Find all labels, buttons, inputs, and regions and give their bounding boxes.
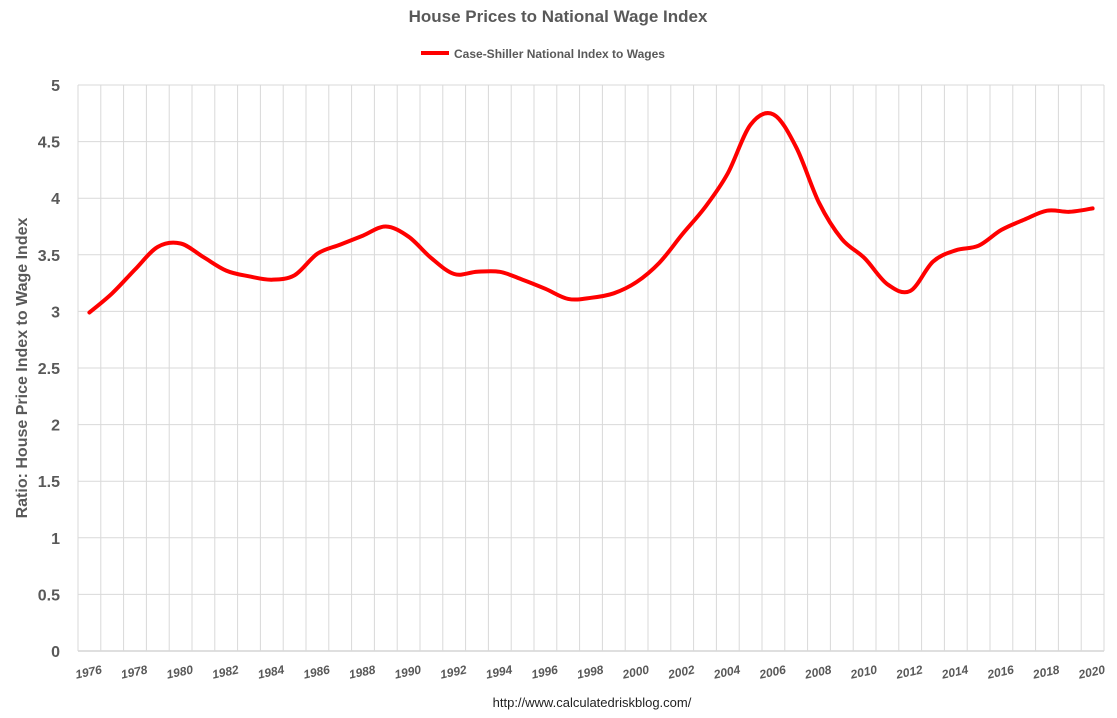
x-tick-label: 1982 [211, 662, 240, 681]
x-tick-label: 2016 [985, 662, 1015, 682]
x-tick-label: 1978 [120, 662, 149, 681]
y-tick-label: 4.5 [38, 135, 60, 152]
legend-label: Case-Shiller National Index to Wages [454, 47, 665, 61]
source-note: http://www.calculatedriskblog.com/ [493, 695, 692, 710]
y-tick-label: 0 [51, 644, 60, 661]
x-tick-label: 1990 [393, 662, 422, 681]
series-layer [87, 111, 1095, 315]
x-axis-ticks: 1976 1978 1980 1982 1984 1986 1988 1990 1992 1994… [74, 662, 1107, 682]
x-tick-label: 2010 [848, 662, 878, 682]
series-line [87, 111, 1095, 315]
horizontal-gridlines [78, 84, 1104, 652]
x-tick-label: 2020 [1076, 662, 1106, 682]
y-tick-label: 2 [51, 418, 60, 435]
x-tick-label: 2000 [620, 662, 650, 682]
x-tick-label: 1980 [165, 662, 194, 681]
x-tick-label: 1986 [302, 662, 331, 681]
x-tick-label: 2002 [666, 662, 696, 682]
y-tick-label: 1 [51, 531, 60, 548]
y-tick-label: 3 [51, 304, 60, 321]
x-tick-label: 2004 [711, 662, 741, 682]
x-tick-label: 1984 [256, 662, 285, 681]
x-tick-label: 1998 [576, 662, 605, 681]
vertical-gridlines [77, 85, 1105, 651]
x-tick-label: 2012 [894, 662, 924, 682]
x-tick-label: 1992 [439, 662, 468, 681]
y-tick-label: 4 [51, 191, 60, 208]
y-axis-label: Ratio: House Price Index to Wage Index [14, 218, 31, 519]
y-tick-label: 5 [51, 78, 60, 95]
x-tick-label: 1976 [74, 662, 103, 681]
x-tick-label: 2018 [1031, 662, 1061, 682]
y-tick-label: 1.5 [38, 474, 60, 491]
x-tick-label: 2008 [803, 662, 833, 682]
y-tick-label: 0.5 [38, 587, 60, 604]
x-tick-label: 1994 [484, 662, 513, 681]
x-tick-label: 1996 [530, 662, 559, 681]
y-tick-label: 2.5 [38, 361, 60, 378]
chart-title: House Prices to National Wage Index [409, 7, 708, 26]
y-tick-label: 3.5 [38, 248, 60, 265]
y-axis-ticks: 0 0.5 1 1.5 2 2.5 3 3.5 4 4.5 5 [38, 78, 60, 661]
legend: Case-Shiller National Index to Wages [421, 47, 665, 61]
x-tick-label: 2006 [757, 662, 787, 682]
x-tick-label: 2014 [939, 662, 969, 682]
x-tick-label: 1988 [348, 662, 377, 681]
